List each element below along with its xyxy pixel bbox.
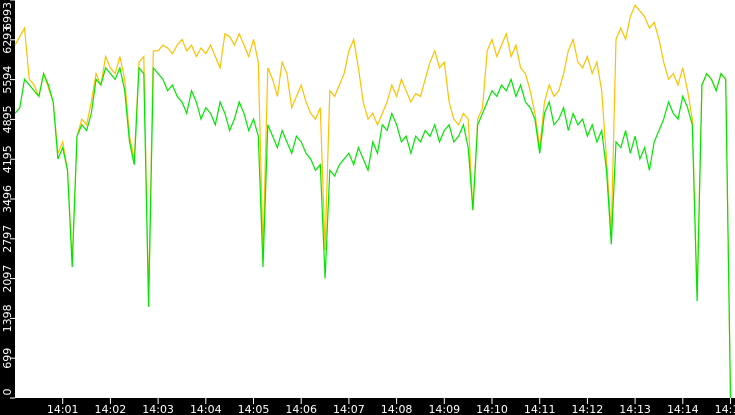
- x-tick-label: 14:02: [95, 403, 127, 415]
- y-tick-label: 699: [1, 348, 14, 369]
- x-tick-label: 14:11: [524, 403, 556, 415]
- x-tick-label: 14:03: [142, 403, 174, 415]
- x-tick-label: 14:06: [285, 403, 317, 415]
- x-tick-label: 14:07: [333, 403, 365, 415]
- y-tick-label: 5594: [1, 66, 14, 94]
- x-tick-label: 14:10: [476, 403, 508, 415]
- series-line-2: [14, 65, 732, 399]
- plot-area: [15, 0, 735, 398]
- y-tick-label: 4195: [1, 145, 14, 173]
- x-tick-label: 14:04: [190, 403, 222, 415]
- y-tick-label: 0: [1, 389, 14, 396]
- series-layer: [14, 4, 732, 399]
- x-tick-label: 14:15: [715, 403, 735, 415]
- x-axis: 14:01 14:02 14:03 14:04 14:05 14:06 14:07 14:08…: [47, 398, 735, 415]
- x-tick-label: 14:08: [381, 403, 413, 415]
- x-tick-label: 14:09: [428, 403, 460, 415]
- x-tick-label: 14:05: [238, 403, 270, 415]
- y-tick-label: 1398: [1, 304, 14, 332]
- y-tick-label: 4895: [1, 105, 14, 133]
- x-tick-label: 14:13: [619, 403, 651, 415]
- x-tick-label: 14:12: [572, 403, 604, 415]
- x-tick-label: 14:14: [667, 403, 699, 415]
- y-tick-label: 2097: [1, 265, 14, 293]
- y-tick-label: 2797: [1, 225, 14, 253]
- y-tick-label: 6293: [1, 26, 14, 54]
- y-tick-label: 3496: [1, 185, 14, 213]
- y-tick-label: 6993: [1, 2, 14, 30]
- x-tick-label: 14:01: [47, 403, 79, 415]
